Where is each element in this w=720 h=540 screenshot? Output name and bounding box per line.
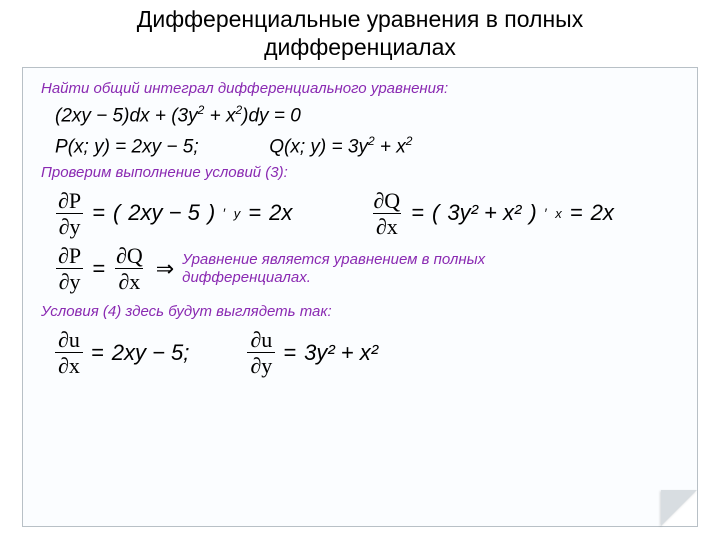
eq-frag: ) (208, 200, 215, 226)
eq-frag: y (358, 136, 368, 157)
text-line: дифференциалах. (182, 269, 311, 286)
eq-frag: xy (72, 106, 91, 127)
eq-frag: ∂P (58, 188, 81, 213)
eq-sup: 2 (368, 134, 375, 148)
eq-frag: − 5) (91, 106, 130, 127)
conditions-4-row: ∂u ∂x = 2xy − 5; ∂u ∂y = 3y² + x² (51, 328, 679, 377)
equation-1: (2xy − 5)dx + (3y2 + x2)dy = 0 (55, 103, 679, 127)
eq-frag: ∂Q (373, 188, 400, 213)
eq-frag: ∂y (250, 353, 272, 378)
eq-frag: 2xy − 5; (112, 340, 190, 366)
eq-sub: y (234, 206, 241, 221)
eq-frag: ; (84, 136, 95, 157)
eq-frag: = (91, 340, 104, 366)
eq-frag: 3y² + x² (304, 340, 378, 366)
eq-frag: y (94, 136, 104, 157)
page-curl-icon (661, 490, 697, 526)
du-dx: ∂u ∂x = 2xy − 5; (51, 328, 193, 377)
dP-dy: ∂P ∂y = (2xy − 5)′y = 2x (51, 189, 296, 238)
eq-frag: dx (129, 106, 149, 127)
eq-frag: 3y² + x² (447, 200, 521, 226)
frac-dP-dy: ∂P ∂y (55, 189, 84, 238)
eq-frag: xy (142, 136, 161, 157)
eq-frag: ∂y (59, 214, 81, 239)
eq-frag: (2 (55, 106, 72, 127)
eq-sub: x (555, 206, 562, 221)
check-text: Проверим выполнение условий (3): (41, 164, 679, 181)
eq-frag: = 0 (269, 106, 301, 127)
title-line-2: дифференциалах (264, 34, 456, 60)
eq-frag: + (375, 136, 397, 157)
frac-du-dx: ∂u ∂x (55, 328, 83, 377)
eq-frag: x (290, 136, 300, 157)
eq-frag: ∂u (58, 327, 80, 352)
eq-frag: = (92, 200, 105, 226)
content-panel: Найти общий интеграл дифференциального у… (22, 67, 698, 527)
eq-frag: ∂u (250, 327, 272, 352)
eq-frag: ∂Q (116, 243, 143, 268)
cond4-text: Условия (4) здесь будут выглядеть так: (41, 303, 679, 320)
frac-dP-dy-2: ∂P ∂y (55, 244, 84, 293)
eq-frag: P (55, 136, 68, 157)
eq-frag: + (3 (150, 106, 189, 127)
eq-frag: x (74, 136, 84, 157)
eq-frag: ∂x (58, 353, 80, 378)
eq-frag: y (310, 136, 320, 157)
eq-frag: ∂y (59, 269, 81, 294)
frac-du-dy: ∂u ∂y (247, 328, 275, 377)
implies-icon: ⇒ (156, 256, 174, 282)
eq-frag: ) = 2 (104, 136, 143, 157)
eq-frag: ( (113, 200, 120, 226)
conclusion-text: Уравнение является уравнением в полных д… (182, 251, 485, 287)
eq-frag: y (188, 106, 198, 127)
eq-frag: ) (529, 200, 536, 226)
eq-frag: ∂P (58, 243, 81, 268)
du-dy: ∂u ∂y = 3y² + x² (243, 328, 382, 377)
slide-title: Дифференциальные уравнения в полных дифф… (40, 6, 680, 61)
eq-frag: = (570, 200, 583, 226)
frac-dQ-dx-2: ∂Q ∂x (113, 244, 146, 293)
eq-frag: − 5; (161, 136, 199, 157)
eq-frag: 2x (269, 200, 292, 226)
eq-frag: dy (248, 106, 268, 127)
equality-row: ∂P ∂y = ∂Q ∂x ⇒ Уравнение является уравн… (51, 244, 679, 293)
eq-frag: ( (432, 200, 439, 226)
eq-frag: = (248, 200, 261, 226)
eq-frag: + (204, 106, 226, 127)
eq-frag: = (92, 256, 105, 282)
eq-frag: x (396, 136, 406, 157)
text-line: Уравнение является уравнением в полных (182, 251, 485, 268)
slide: Дифференциальные уравнения в полных дифф… (0, 0, 720, 540)
eq-frag: ∂x (118, 269, 140, 294)
partial-derivative-row: ∂P ∂y = (2xy − 5)′y = 2x ∂Q ∂x = (3y² + … (51, 189, 679, 238)
eq-frag: 2xy − 5 (128, 200, 200, 226)
eq-frag: ) = 3 (320, 136, 359, 157)
eq-frag: ; (300, 136, 311, 157)
dPdy-eq-dQdx: ∂P ∂y = ∂Q ∂x (51, 244, 150, 293)
eq-frag: 2x (591, 200, 614, 226)
eq-frag: ∂x (376, 214, 398, 239)
title-line-1: Дифференциальные уравнения в полных (137, 6, 583, 32)
equation-2: P(x; y) = 2xy − 5; Q(x; y) = 3y2 + x2 (55, 134, 679, 158)
frac-dQ-dx: ∂Q ∂x (370, 189, 403, 238)
dQ-dx: ∂Q ∂x = (3y² + x²)′x = 2x (366, 189, 617, 238)
eq-sup: 2 (406, 134, 413, 148)
eq-frag: = (411, 200, 424, 226)
eq-frag: Q (269, 136, 284, 157)
prompt-text: Найти общий интеграл дифференциального у… (41, 80, 679, 97)
eq-frag: = (283, 340, 296, 366)
